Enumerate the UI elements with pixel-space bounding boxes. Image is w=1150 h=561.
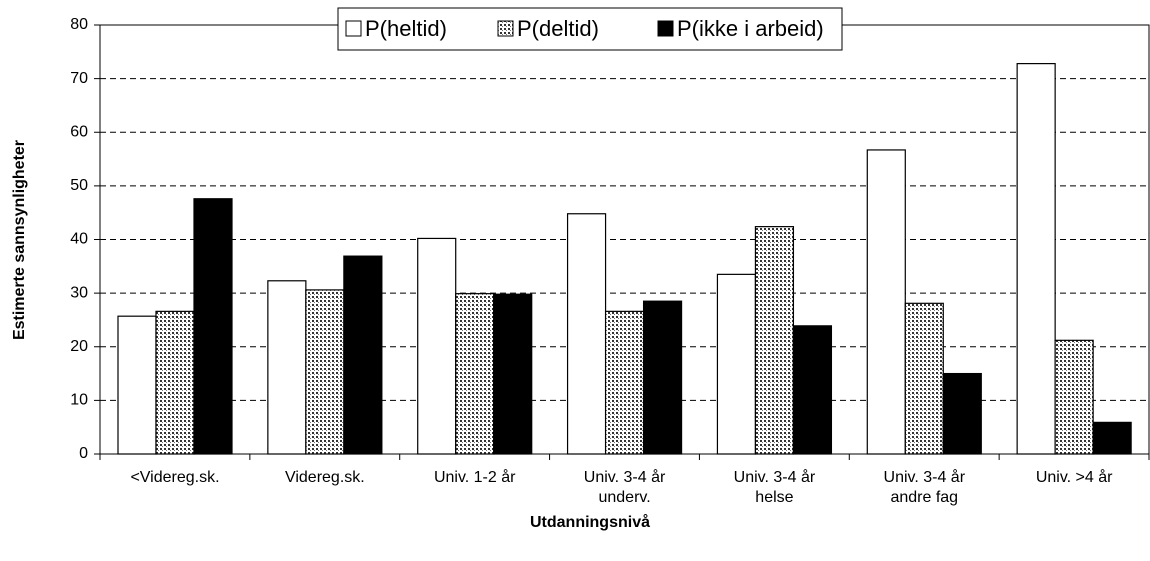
y-tick-label: 20 [70,338,88,355]
bar [305,289,345,455]
x-tick-label: Univ. 3-4 år helse [733,469,816,506]
y-tick-label: 10 [70,392,88,409]
x-tick-label: Univ. 1-2 år [433,469,516,486]
bar [604,310,645,455]
bar [642,300,683,455]
bar [904,302,944,455]
y-tick-label: 60 [70,123,88,140]
y-axis-title: Estimerte sannsynligheter [11,140,28,340]
bar [866,149,906,455]
bar [1092,421,1132,455]
legend-label: P(deltid) [517,16,599,41]
y-tick-label: 40 [70,231,88,248]
x-axis-title: Utdanningsnivå [530,513,650,531]
y-tick-label: 0 [79,445,88,462]
bar [267,280,307,455]
x-tick-label: <Videreg.sk. [130,469,220,486]
legend-swatch [497,20,514,37]
bar [792,325,833,455]
bar [942,372,982,455]
x-tick-label: Univ. 3-4 år andre fag [883,469,966,506]
legend-label: P(ikke i arbeid) [677,16,824,41]
bar [193,198,233,455]
bar [343,255,383,455]
bar [417,237,457,455]
bar [493,293,533,455]
bar [1054,339,1094,455]
legend-swatch [345,20,362,37]
bar [117,315,157,455]
y-tick-label: 50 [70,177,88,194]
x-tick-label: Univ. 3-4 år underv. [583,469,666,506]
y-tick-label: 80 [70,16,88,33]
bar [155,310,195,455]
x-tick-label: Videreg.sk. [284,469,365,486]
legend-label: P(heltid) [365,16,447,41]
bar [754,226,795,455]
bar [566,213,607,455]
legend-swatch [657,20,674,37]
y-tick-label: 70 [70,70,88,87]
y-tick-label: 30 [70,284,88,301]
bar [455,293,495,455]
legend-box [337,7,843,51]
x-tick-label: Univ. >4 år [1035,469,1113,486]
legend: P(heltid) P(deltid) P(ikke i arbeid) [337,7,843,51]
bar [1016,63,1056,455]
bar [716,273,757,455]
